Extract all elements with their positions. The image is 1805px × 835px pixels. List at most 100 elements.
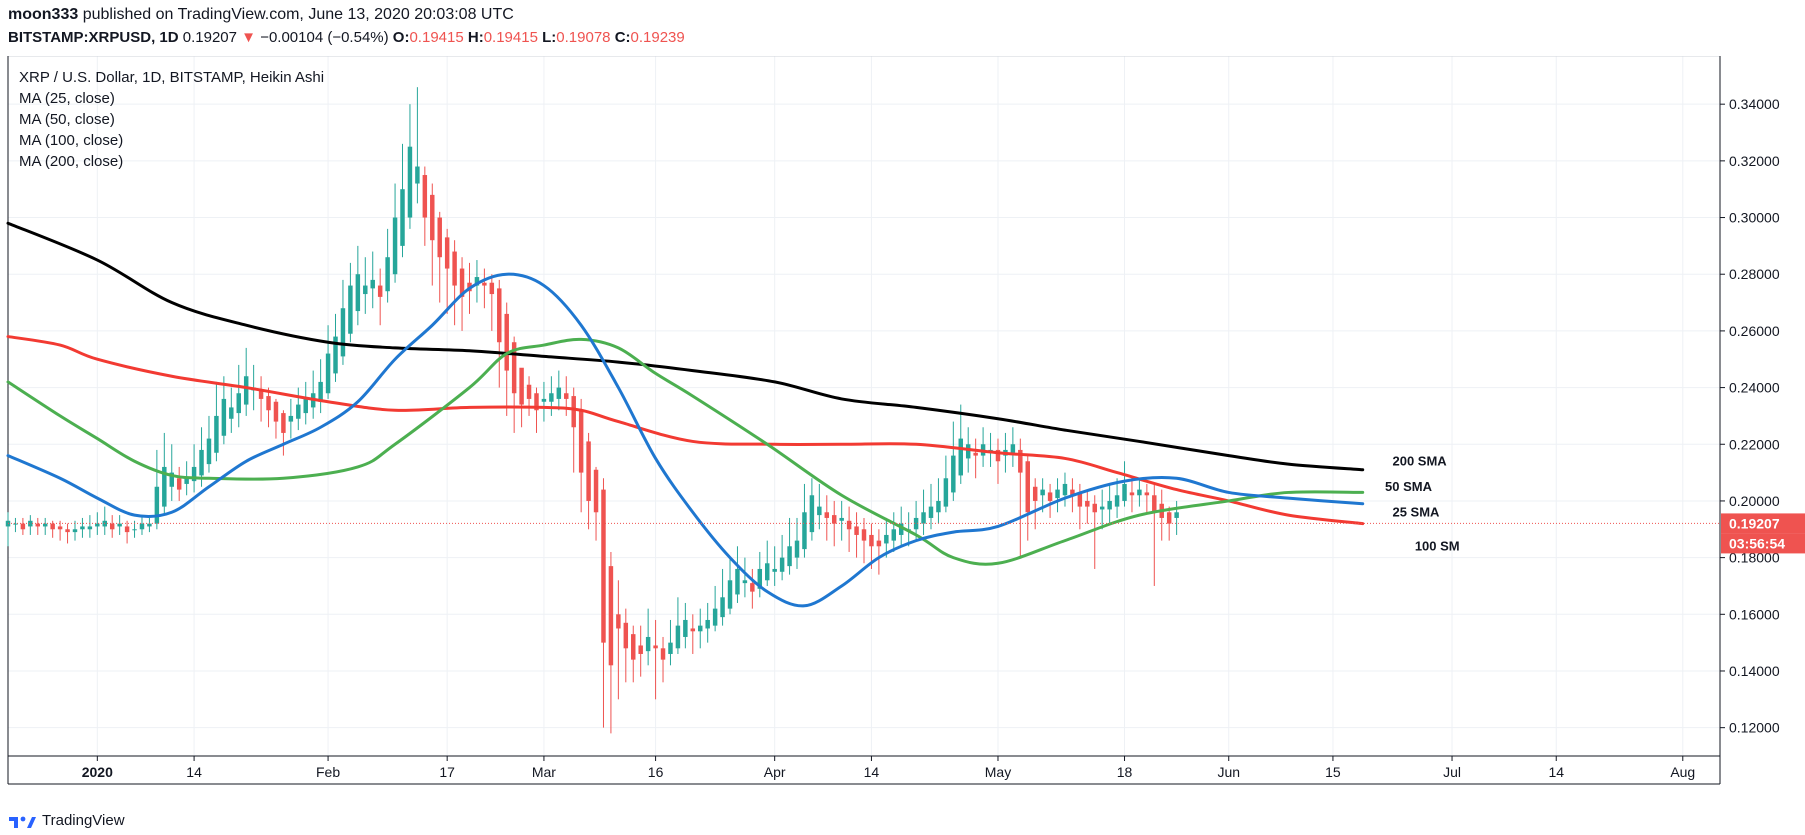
y-tick-label: 0.24000 xyxy=(1729,380,1780,396)
last-price-label: 0.19207 xyxy=(1729,515,1780,531)
x-tick-label: Mar xyxy=(532,764,556,780)
candle-body xyxy=(794,540,800,558)
candle-body xyxy=(13,523,18,525)
candle-body xyxy=(757,568,763,589)
candle-body xyxy=(526,384,532,399)
candle-body xyxy=(191,466,197,482)
high-value: 0.19415 xyxy=(483,29,538,46)
candle-body xyxy=(504,313,509,371)
candle-body xyxy=(765,563,770,581)
candle-body xyxy=(474,277,480,286)
candle-body xyxy=(214,415,219,453)
candle-body xyxy=(20,523,26,530)
y-tick-label: 0.30000 xyxy=(1729,210,1780,226)
candle-body xyxy=(452,251,457,286)
candle-body xyxy=(243,376,249,405)
candle-body xyxy=(742,580,748,584)
candle-body xyxy=(720,597,725,618)
candle-body xyxy=(660,648,666,660)
candle-body xyxy=(1166,512,1172,524)
candle-body xyxy=(787,546,792,567)
candle-body xyxy=(876,540,882,547)
candle-body xyxy=(176,478,182,490)
candle-body xyxy=(139,523,145,530)
candle-body xyxy=(1055,489,1060,499)
candle-body xyxy=(549,393,554,402)
candle-body xyxy=(236,393,241,414)
candle-body xyxy=(444,237,450,269)
candle-body xyxy=(124,526,130,533)
y-tick-label: 0.22000 xyxy=(1729,436,1780,452)
candle-body xyxy=(534,393,539,411)
candle-body xyxy=(87,526,93,530)
legend-item-ma100[interactable]: MA (100, close) xyxy=(19,132,124,149)
candle-body xyxy=(995,449,1001,462)
candle-body xyxy=(571,396,576,428)
legend-item-ma50[interactable]: MA (50, close) xyxy=(19,111,115,128)
candle-body xyxy=(1062,483,1068,496)
candle-body xyxy=(1114,495,1120,507)
candle-body xyxy=(802,512,807,550)
y-tick-label: 0.20000 xyxy=(1729,493,1780,509)
author-name[interactable]: moon333 xyxy=(8,6,79,23)
candle-body xyxy=(482,282,487,286)
candle-body xyxy=(132,529,137,531)
candle-body xyxy=(698,625,703,632)
candle-body xyxy=(1092,503,1097,513)
candle-body xyxy=(988,449,993,451)
open-value: 0.19415 xyxy=(409,29,464,46)
x-tick-label: May xyxy=(985,764,1011,780)
footer-brand[interactable]: TradingView xyxy=(8,812,125,829)
candle-body xyxy=(109,523,115,530)
candle-body xyxy=(154,486,160,524)
candle-body xyxy=(1085,500,1090,507)
x-tick-label: 16 xyxy=(648,764,664,780)
x-tick-label: 17 xyxy=(439,764,455,780)
candle-body xyxy=(958,438,963,476)
candle-body xyxy=(497,288,502,343)
candle-body xyxy=(355,274,361,312)
y-tick-label: 0.32000 xyxy=(1729,153,1780,169)
candle-body xyxy=(258,390,264,399)
countdown-label: 03:56:54 xyxy=(1729,535,1785,551)
candle-body xyxy=(712,608,718,626)
x-tick-label: 15 xyxy=(1325,764,1341,780)
close-label: C: xyxy=(614,29,631,46)
candle-body xyxy=(824,512,830,518)
candle-body xyxy=(1099,506,1105,510)
x-tick-label: 14 xyxy=(186,764,202,780)
symbol-name: BITSTAMP:XRPUSD xyxy=(8,29,152,46)
candle-body xyxy=(608,566,614,666)
candle-body xyxy=(578,410,584,473)
candle-body xyxy=(1144,492,1150,496)
legend-item-ma25[interactable]: MA (25, close) xyxy=(19,90,115,107)
candle-body xyxy=(541,398,547,402)
candle-body xyxy=(601,489,606,643)
candle-body xyxy=(266,396,271,411)
candle-body xyxy=(1152,495,1157,513)
candle-body xyxy=(638,645,643,654)
candle-body xyxy=(831,515,837,524)
candle-body xyxy=(340,308,346,357)
candle-body xyxy=(318,381,323,402)
legend-item-ma200[interactable]: MA (200, close) xyxy=(19,153,124,170)
candle-body xyxy=(28,520,33,527)
candle-body xyxy=(951,455,956,493)
candle-body xyxy=(854,526,859,535)
candle-body xyxy=(50,523,55,530)
interval: , 1D xyxy=(151,29,183,46)
candle-body xyxy=(95,523,100,527)
candle-body xyxy=(631,634,636,660)
chart-legend: XRP / U.S. Dollar, 1D, BITSTAMP, Heikin … xyxy=(19,67,324,172)
price-chart[interactable]: 0.12000 0.14000 0.16000 0.18000 0.20000 0.220… xyxy=(0,56,1805,790)
candle-body xyxy=(206,438,212,465)
candle-body xyxy=(817,506,822,516)
candle-body xyxy=(675,625,681,649)
y-tick-label: 0.26000 xyxy=(1729,323,1780,339)
last-price-tag xyxy=(1721,513,1805,534)
x-tick-label: Feb xyxy=(316,764,340,780)
down-arrow-icon: ▼ xyxy=(241,29,257,46)
candle-body xyxy=(65,529,70,533)
candle-body xyxy=(884,534,889,544)
candle-body xyxy=(809,495,815,533)
